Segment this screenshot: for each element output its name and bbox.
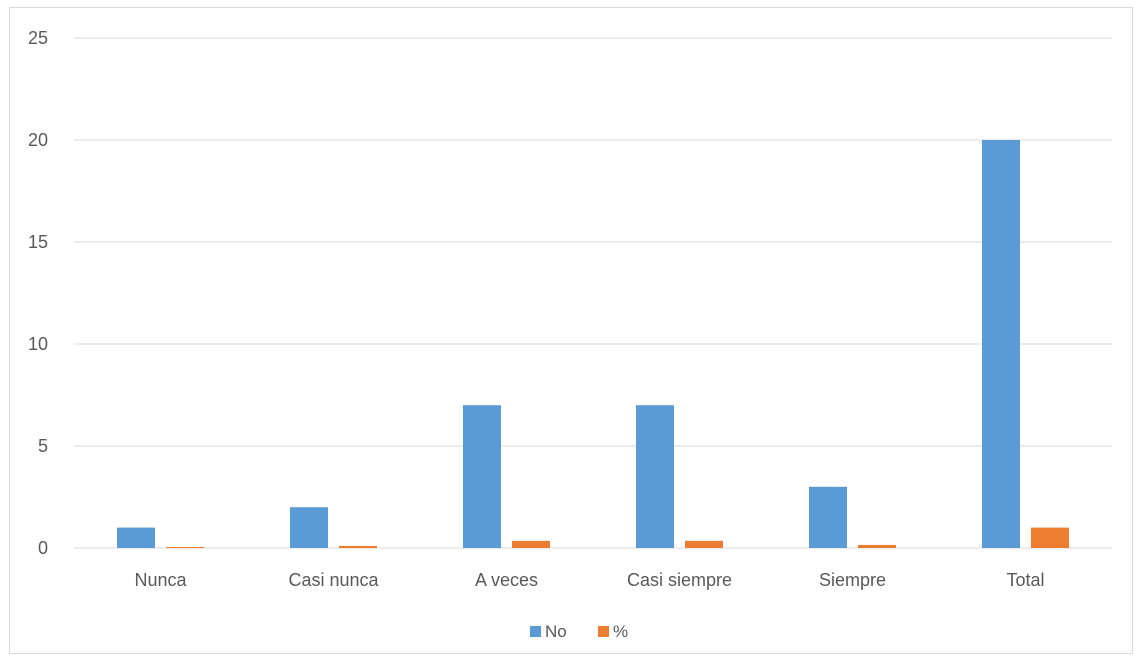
bar-no: [636, 405, 674, 548]
bar-percent: [858, 544, 896, 548]
bar-no: [117, 527, 155, 548]
y-tick-label: 25: [28, 28, 48, 48]
y-tick-label: 5: [38, 436, 48, 456]
y-tick-label: 20: [28, 130, 48, 150]
bar-no: [982, 140, 1020, 548]
x-tick-label: Siempre: [819, 570, 886, 590]
bar-no: [290, 507, 328, 548]
bar-percent: [1031, 527, 1069, 548]
x-tick-label: A veces: [475, 570, 538, 590]
y-tick-label: 0: [38, 538, 48, 558]
y-axis-ticks: 0 5 10 15 20 25: [28, 28, 48, 558]
legend-item-percent-label: %: [613, 622, 628, 641]
x-tick-label: Total: [1006, 570, 1044, 590]
bar-no: [809, 486, 847, 548]
y-tick-label: 15: [28, 232, 48, 252]
legend: No%: [530, 622, 628, 641]
chart-frame: [9, 7, 1133, 654]
legend-item-percent-swatch: [598, 626, 609, 637]
x-tick-label: Casi nunca: [288, 570, 379, 590]
legend-item-no-label: No: [545, 622, 567, 641]
x-tick-label: Nunca: [134, 570, 187, 590]
gridlines: [74, 37, 1112, 549]
bars: [117, 140, 1069, 548]
bar-percent: [166, 546, 204, 548]
bar-no: [463, 405, 501, 548]
bar-percent: [339, 545, 377, 548]
bar-percent: [685, 540, 723, 548]
bar-percent: [512, 540, 550, 548]
y-tick-label: 10: [28, 334, 48, 354]
x-tick-label: Casi siempre: [627, 570, 732, 590]
legend-item-no-swatch: [530, 626, 541, 637]
x-axis-ticks: Nunca Casi nunca A veces Casi siempre Siempr…: [134, 570, 1044, 590]
